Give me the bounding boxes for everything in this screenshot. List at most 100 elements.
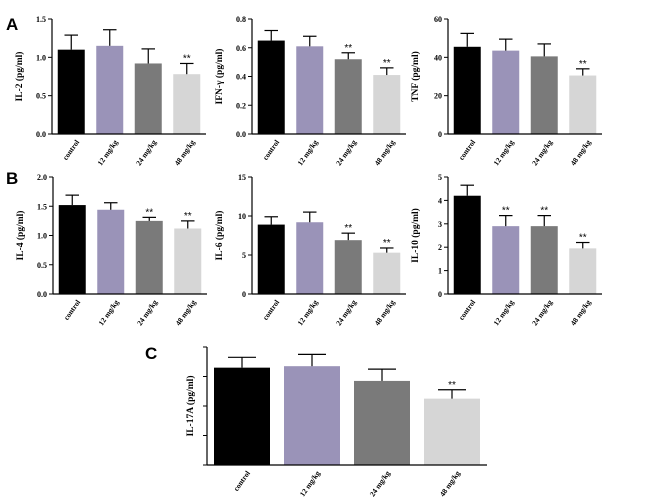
category-label: control	[261, 138, 281, 162]
bar	[296, 222, 324, 294]
y-tick-label: 0.0	[236, 130, 246, 139]
category-label: 48 mg/kg	[568, 298, 592, 327]
bar	[334, 240, 362, 294]
category-label: 24 mg/kg	[334, 298, 358, 327]
category-label: 12 mg/kg	[96, 298, 120, 327]
category-label: 12 mg/kg	[295, 298, 319, 327]
category-label: control	[457, 138, 477, 162]
y-tick-label: 1.5	[37, 202, 47, 211]
bar	[453, 195, 481, 294]
bar	[296, 46, 324, 134]
bar	[424, 398, 480, 465]
significance-marker: **	[502, 206, 510, 217]
category-label: 24 mg/kg	[368, 469, 392, 497]
bar	[354, 380, 410, 465]
y-axis-label: IL-10 (pg/ml)	[410, 208, 421, 263]
panel-label-b: B	[6, 169, 18, 188]
bar	[214, 367, 270, 465]
bar	[453, 46, 481, 134]
panel-label-c: C	[145, 344, 157, 363]
category-label: 48 mg/kg	[372, 138, 396, 167]
category-label: 48 mg/kg	[568, 138, 592, 167]
y-tick-label: 15	[238, 173, 246, 182]
bar	[284, 366, 340, 465]
significance-marker: **	[579, 59, 587, 70]
category-label: 24 mg/kg	[530, 298, 554, 327]
category-label: control	[62, 298, 82, 322]
category-label: 12 mg/kg	[491, 298, 515, 327]
y-tick-label: 0	[438, 130, 442, 139]
category-label: 48 mg/kg	[173, 298, 197, 327]
y-tick-label: 0.0	[37, 290, 47, 299]
bar	[58, 205, 86, 294]
y-tick-label: 0.5	[36, 92, 46, 101]
bar	[492, 226, 520, 294]
category-label: 48 mg/kg	[172, 138, 196, 167]
category-label: 24 mg/kg	[334, 138, 358, 167]
y-tick-label: 0.5	[37, 261, 47, 270]
y-tick-label: 10	[238, 212, 246, 221]
category-label: control	[457, 298, 477, 322]
y-tick-label: 1.5	[36, 15, 46, 24]
bar	[97, 209, 125, 294]
bar	[134, 63, 162, 134]
y-axis-label: IL-2 (pg/ml)	[14, 52, 25, 102]
bar	[530, 226, 558, 294]
chart-il-17a: control 12 mg/kg 24 mg/kg ** 48 mg/kg IL-17A …	[185, 346, 487, 497]
bar	[334, 59, 362, 134]
chart-il-10: control ** 12 mg/kg ** 24 mg/kg ** 48 mg/kg 0 1 2…	[410, 173, 602, 327]
y-tick-label: 1.0	[36, 53, 46, 62]
significance-marker: **	[383, 58, 391, 69]
bar	[135, 220, 163, 294]
y-tick-label: 4	[438, 196, 442, 205]
bar	[569, 75, 597, 134]
y-tick-label: 0.2	[236, 101, 246, 110]
y-axis-label: IL-17A (pg/ml)	[185, 376, 196, 437]
bar	[530, 56, 558, 134]
bar	[57, 49, 85, 134]
category-label: 48 mg/kg	[372, 298, 396, 327]
y-tick-label: 0	[242, 290, 246, 299]
significance-marker: **	[344, 43, 352, 54]
y-axis-label: IFN-γ (pg/ml)	[214, 49, 225, 105]
category-label: control	[61, 138, 81, 162]
charts-group: control 12 mg/kg 24 mg/kg ** 48 mg/kg 0.0 0.5 1…	[14, 15, 602, 497]
bar	[257, 40, 285, 134]
bar	[174, 228, 202, 294]
significance-marker: **	[540, 206, 548, 217]
y-tick-label: 2	[438, 243, 442, 252]
category-label: 48 mg/kg	[438, 469, 462, 497]
chart-il-6: control 12 mg/kg ** 24 mg/kg ** 48 mg/kg 0 5 10 1…	[214, 173, 406, 327]
bar	[373, 75, 401, 134]
y-axis-label: TNF (pg/ml)	[410, 51, 421, 102]
chart-il-2: control 12 mg/kg 24 mg/kg ** 48 mg/kg 0.0 0.5 1…	[14, 15, 206, 167]
category-label: 12 mg/kg	[95, 138, 119, 167]
category-label: 24 mg/kg	[530, 138, 554, 167]
y-tick-label: 20	[434, 92, 442, 101]
y-tick-label: 0.4	[236, 73, 246, 82]
category-label: 12 mg/kg	[295, 138, 319, 167]
chart-il-4: control 12 mg/kg ** 24 mg/kg ** 48 mg/kg 0.0 0.…	[15, 173, 207, 327]
bar	[492, 50, 520, 134]
bar	[569, 248, 597, 294]
category-label: control	[261, 298, 281, 322]
y-axis-label: IL-4 (pg/ml)	[15, 211, 26, 261]
y-tick-label: 1	[438, 267, 442, 276]
significance-marker: **	[344, 223, 352, 234]
y-tick-label: 5	[438, 173, 442, 182]
y-tick-label: 5	[242, 251, 246, 260]
y-tick-label: 3	[438, 220, 442, 229]
y-tick-label: 1.0	[37, 232, 47, 241]
category-label: 24 mg/kg	[135, 298, 159, 327]
bar	[373, 252, 401, 294]
y-tick-label: 0.6	[236, 44, 246, 53]
y-tick-label: 0.0	[36, 130, 46, 139]
significance-marker: **	[448, 380, 456, 391]
y-tick-label: 40	[434, 53, 442, 62]
category-label: 24 mg/kg	[134, 138, 158, 167]
category-label: 12 mg/kg	[491, 138, 515, 167]
bar	[96, 45, 124, 135]
y-tick-label: 60	[434, 15, 442, 24]
y-tick-label: 2.0	[37, 173, 47, 182]
